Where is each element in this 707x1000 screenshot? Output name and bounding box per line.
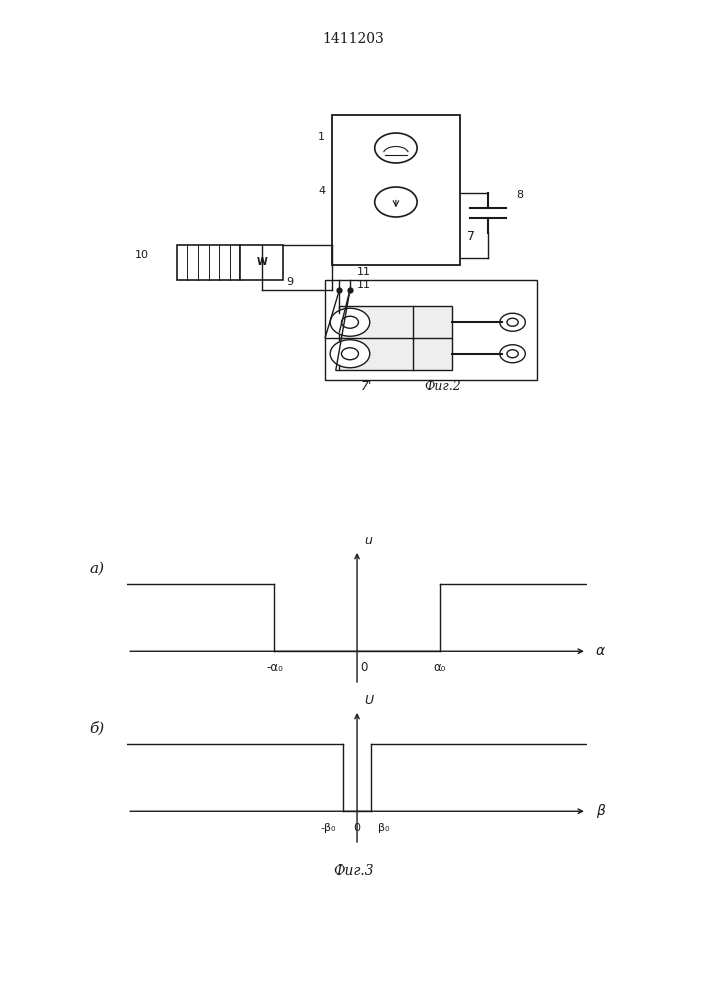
Bar [339,338,452,370]
Bar [240,245,283,280]
Text: 7: 7 [467,230,474,243]
Text: β: β [596,804,605,818]
Text: α₀: α₀ [433,661,446,674]
Text: 11: 11 [357,267,371,277]
Text: б): б) [89,721,104,736]
Text: 10: 10 [134,249,148,259]
Text: 7': 7' [361,380,372,393]
Text: 9: 9 [286,277,293,287]
Circle shape [330,340,370,368]
Text: 1411203: 1411203 [322,32,385,46]
Circle shape [330,308,370,336]
Text: β₀: β₀ [378,823,390,833]
Bar [332,115,460,265]
Bar [325,280,537,380]
Text: -β₀: -β₀ [321,823,337,833]
Text: W: W [256,257,267,267]
Text: а): а) [89,562,104,576]
Circle shape [375,187,417,217]
Text: 4: 4 [318,186,325,196]
Text: u: u [364,534,372,547]
Circle shape [375,133,417,163]
Text: U: U [364,694,373,707]
Circle shape [500,345,525,363]
Circle shape [500,313,525,331]
Text: -α₀: -α₀ [266,661,283,674]
Text: 11: 11 [357,279,371,290]
Text: α: α [596,644,605,658]
Text: Фиг.3: Фиг.3 [333,864,374,878]
Text: 0: 0 [354,823,361,833]
Bar [177,245,240,280]
Text: 0: 0 [361,661,368,674]
Text: 8: 8 [516,190,523,200]
Text: 1: 1 [318,132,325,142]
Bar [339,306,452,338]
Text: Фиг.2: Фиг.2 [424,380,461,393]
